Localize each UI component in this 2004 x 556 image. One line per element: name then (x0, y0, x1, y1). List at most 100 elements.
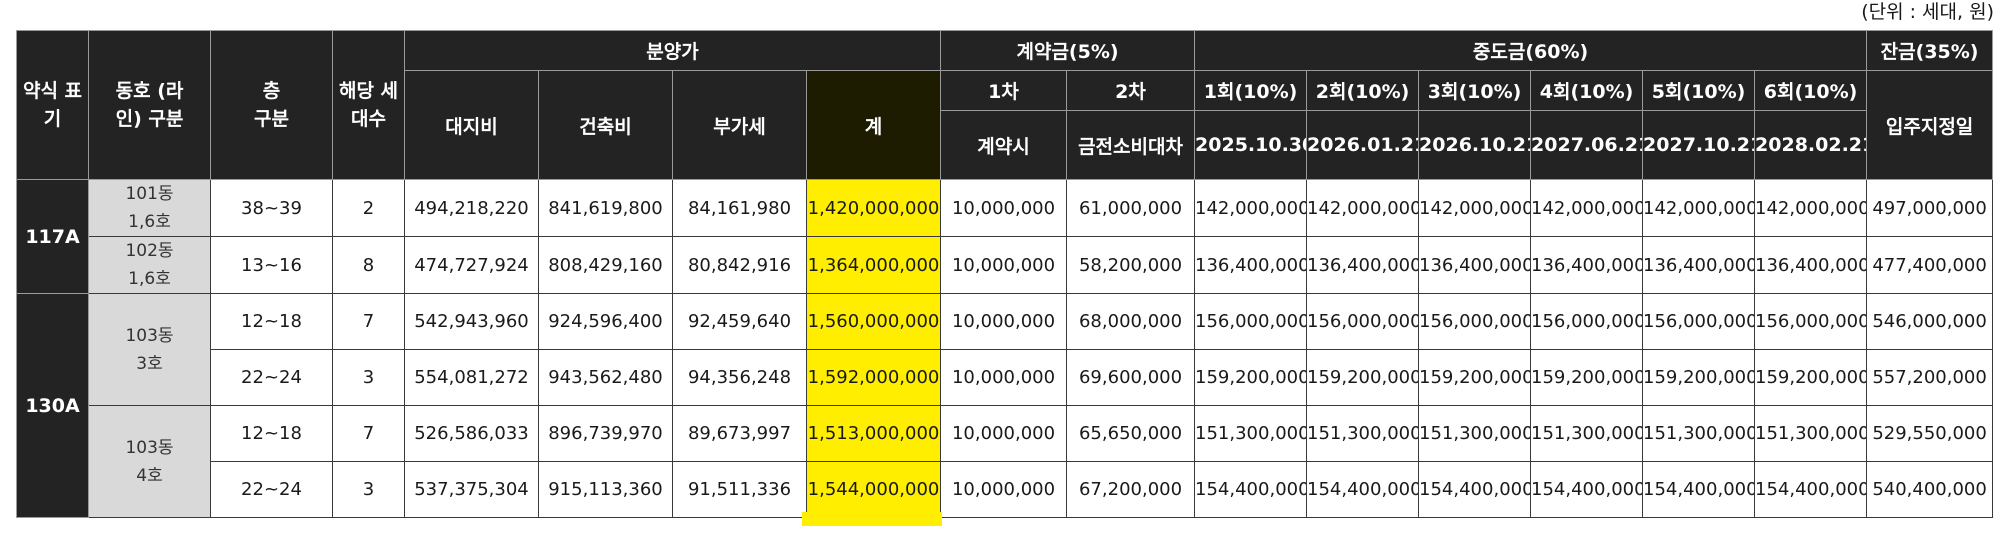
middle-cell: 136,400,000 (1306, 236, 1420, 294)
total-cell: 1,364,000,000 (805, 236, 942, 294)
deposit-2-cell: 61,000,000 (1066, 179, 1196, 237)
middle-cell: 159,200,000 (1530, 349, 1644, 406)
header-balance: 잔금(35%) (1866, 30, 1994, 71)
middle-cell: 156,000,000 (1642, 293, 1756, 350)
header-middle-round: 3회(10%) (1418, 70, 1532, 111)
middle-cell: 136,400,000 (1418, 236, 1532, 294)
header-floor: 층 구분 (210, 30, 333, 180)
middle-cell: 156,000,000 (1306, 293, 1420, 350)
building-cell: 943,562,480 (538, 349, 673, 406)
middle-cell: 159,200,000 (1418, 349, 1532, 406)
header-households: 해당 세대수 (332, 30, 405, 180)
total-cell: 1,560,000,000 (805, 293, 942, 350)
header-middle-round: 5회(10%) (1642, 70, 1756, 111)
header-sale-price: 분양가 (403, 30, 942, 71)
land-cell: 542,943,960 (404, 293, 539, 350)
total-cell: 1,420,000,000 (805, 179, 942, 237)
middle-cell: 142,000,000 (1194, 179, 1308, 237)
table-row: 102동 1,6호 13~16 8 474,727,924 808,429,16… (17, 236, 1994, 294)
middle-cell: 142,000,000 (1418, 179, 1532, 237)
balance-cell: 529,550,000 (1866, 405, 1994, 462)
middle-cell: 136,400,000 (1642, 236, 1756, 294)
middle-cell: 154,400,000 (1530, 461, 1644, 518)
middle-cell: 136,400,000 (1530, 236, 1644, 294)
header-middle-date: 2028.02.21 (1754, 110, 1868, 180)
middle-cell: 151,300,000 (1418, 405, 1532, 462)
header-dong: 동호 (라인) 구분 (88, 30, 211, 180)
balance-cell: 546,000,000 (1866, 293, 1994, 350)
header-abbr: 약식 표기 (16, 30, 89, 180)
header-deposit-1: 1차 (940, 70, 1068, 111)
balance-cell: 477,400,000 (1866, 236, 1994, 294)
header-building: 건축비 (538, 70, 673, 180)
households-cell: 2 (332, 179, 405, 237)
middle-cell: 154,400,000 (1306, 461, 1420, 518)
middle-cell: 154,400,000 (1194, 461, 1308, 518)
sale-price-table: 약식 표기 동호 (라인) 구분 층 구분 해당 세대수 분양가 계약금(5%)… (16, 30, 1994, 518)
middle-cell: 151,300,000 (1306, 405, 1420, 462)
vat-cell: 89,673,997 (672, 405, 807, 462)
deposit-1-cell: 10,000,000 (940, 349, 1068, 406)
middle-cell: 136,400,000 (1194, 236, 1308, 294)
header-vat: 부가세 (672, 70, 807, 180)
header-middle-round: 2회(10%) (1306, 70, 1420, 111)
balance-cell: 557,200,000 (1866, 349, 1994, 406)
table-row: 117A 101동 1,6호 38~39 2 494,218,220 841,6… (16, 179, 1994, 294)
deposit-2-cell: 65,650,000 (1066, 405, 1196, 462)
middle-cell: 151,300,000 (1194, 405, 1308, 462)
middle-cell: 159,200,000 (1306, 349, 1420, 406)
middle-cell: 154,400,000 (1418, 461, 1532, 518)
deposit-2-cell: 69,600,000 (1066, 349, 1196, 406)
vat-cell: 84,161,980 (672, 179, 807, 237)
middle-cell: 159,200,000 (1754, 349, 1868, 406)
table-row: 130A 103동 3호 12~18 7 542,943,960 924,596… (16, 293, 1994, 518)
floor-cell: 22~24 (210, 349, 333, 406)
header-total: 계 (805, 70, 942, 180)
highlight-bottom-bar (802, 512, 942, 526)
header-balance-when: 입주지정일 (1866, 70, 1994, 180)
households-cell: 7 (332, 293, 405, 350)
middle-cell: 142,000,000 (1530, 179, 1644, 237)
header-deposit-2: 2차 (1066, 70, 1196, 111)
header-middle-date: 2026.10.21 (1418, 110, 1532, 180)
vat-cell: 80,842,916 (672, 236, 807, 294)
deposit-2-cell: 68,000,000 (1066, 293, 1196, 350)
header-middle: 중도금(60%) (1194, 30, 1868, 71)
floor-cell: 12~18 (210, 293, 333, 350)
header-middle-date: 2027.10.21 (1642, 110, 1756, 180)
building-cell: 896,739,970 (538, 405, 673, 462)
middle-cell: 159,200,000 (1642, 349, 1756, 406)
households-cell: 8 (332, 236, 405, 294)
header-middle-round: 1회(10%) (1194, 70, 1308, 111)
land-cell: 554,081,272 (404, 349, 539, 406)
vat-cell: 92,459,640 (672, 293, 807, 350)
deposit-1-cell: 10,000,000 (940, 461, 1068, 518)
floor-cell: 13~16 (210, 236, 333, 294)
type-cell: 130A (16, 293, 89, 518)
total-cell: 1,513,000,000 (805, 405, 942, 462)
deposit-2-cell: 58,200,000 (1066, 236, 1196, 294)
building-cell: 841,619,800 (538, 179, 673, 237)
middle-cell: 154,400,000 (1642, 461, 1756, 518)
table-row: 22~24 3 554,081,272 943,562,480 94,356,2… (17, 349, 1994, 406)
balance-cell: 540,400,000 (1866, 461, 1994, 518)
header-middle-date: 2025.10.30 (1194, 110, 1308, 180)
building-cell: 808,429,160 (538, 236, 673, 294)
households-cell: 3 (332, 461, 405, 518)
floor-cell: 12~18 (210, 405, 333, 462)
middle-cell: 142,000,000 (1754, 179, 1868, 237)
dong-cell: 102동 1,6호 (88, 236, 211, 294)
middle-cell: 142,000,000 (1306, 179, 1420, 237)
middle-cell: 154,400,000 (1754, 461, 1868, 518)
vat-cell: 94,356,248 (672, 349, 807, 406)
header-deposit: 계약금(5%) (940, 30, 1196, 71)
header-deposit-2-when: 금전소비대차 (1066, 110, 1196, 180)
dong-cell: 103동 3호 (88, 293, 211, 406)
total-cell: 1,544,000,000 (805, 461, 942, 518)
middle-cell: 151,300,000 (1642, 405, 1756, 462)
unit-note: (단위 : 세대, 원) (1861, 1, 1994, 23)
deposit-1-cell: 10,000,000 (940, 236, 1068, 294)
middle-cell: 156,000,000 (1530, 293, 1644, 350)
land-cell: 537,375,304 (404, 461, 539, 518)
header-middle-date: 2027.06.21 (1530, 110, 1644, 180)
